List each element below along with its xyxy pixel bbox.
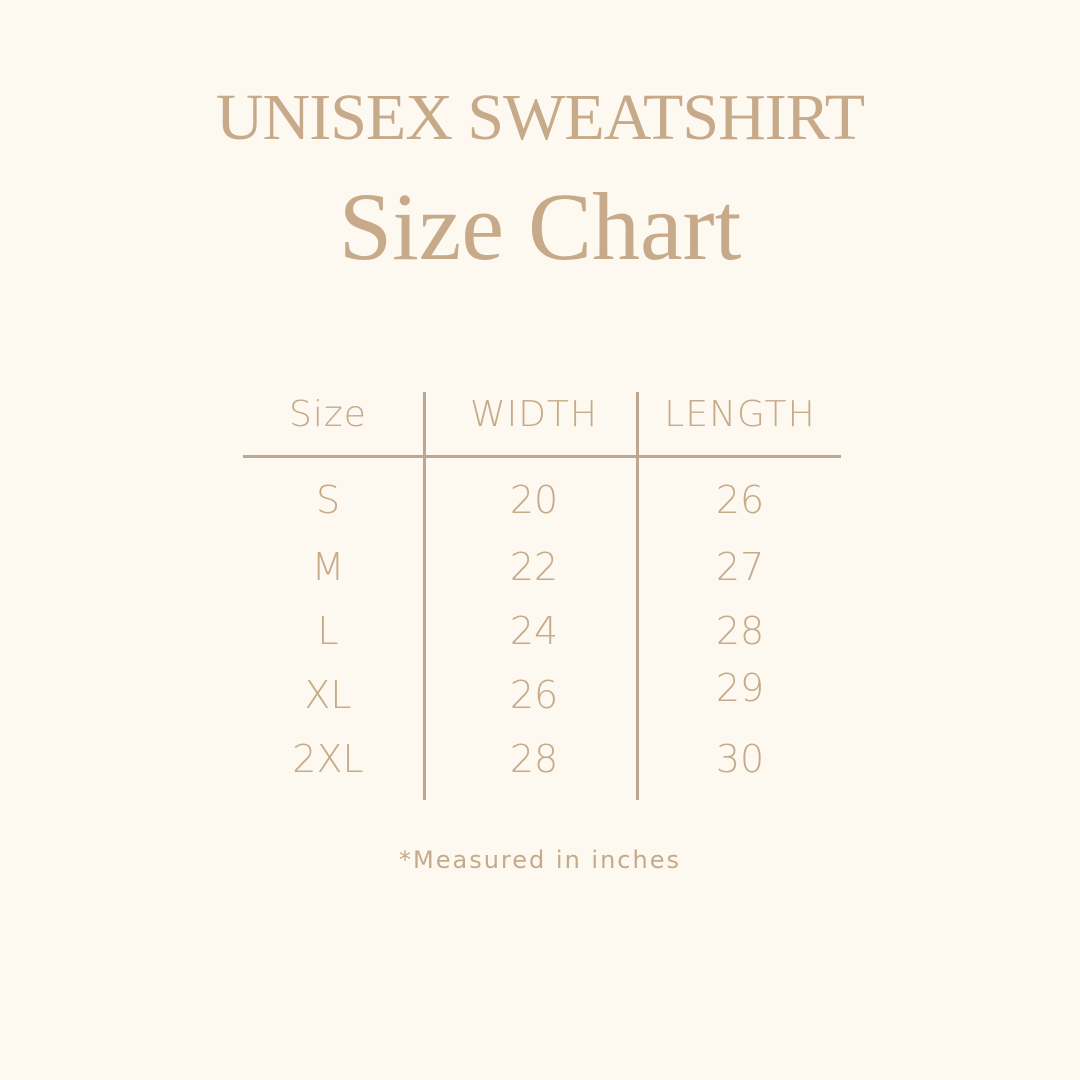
footnote: *Measured in inches — [399, 846, 681, 874]
header-size: Size — [289, 394, 367, 435]
cell-size: 2XL — [292, 737, 364, 781]
cell-width: 24 — [509, 609, 559, 653]
column-divider — [423, 392, 426, 800]
cell-size: M — [311, 545, 345, 589]
product-title: UNISEX SWEATSHIRT — [215, 81, 865, 154]
page-title: Size Chart — [338, 173, 742, 280]
cell-length: 26 — [715, 478, 765, 522]
cell-width: 28 — [509, 737, 559, 781]
cell-width: 20 — [509, 478, 559, 522]
cell-size: S — [315, 478, 341, 522]
header-divider — [243, 455, 841, 458]
cell-length: 28 — [715, 609, 765, 653]
cell-width: 22 — [509, 545, 559, 589]
cell-length: 30 — [715, 737, 765, 781]
cell-size: L — [317, 609, 339, 653]
cell-length: 29 — [715, 666, 765, 710]
cell-length: 27 — [715, 545, 765, 589]
cell-size: XL — [304, 673, 352, 717]
column-divider — [636, 392, 639, 800]
header-width: WIDTH — [470, 394, 598, 435]
cell-width: 26 — [509, 673, 559, 717]
header-length: LENGTH — [664, 394, 816, 435]
